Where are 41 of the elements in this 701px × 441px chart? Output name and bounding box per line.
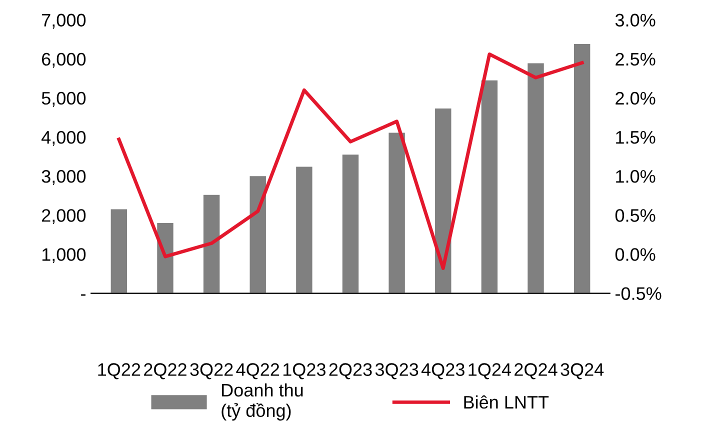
y-tick-label: 2,000 [42, 209, 86, 224]
y-tick-label: - [81, 294, 86, 296]
y2-tick-label: 2.0% [616, 92, 656, 105]
y-tick-label: 7,000 [42, 14, 86, 29]
bar [481, 80, 498, 294]
y-tick-label: 3,000 [42, 170, 86, 185]
bar [388, 132, 405, 294]
x-tick-label: 1Q24 [468, 363, 512, 380]
legend-label: Biên LNTT [464, 395, 549, 409]
bar [157, 222, 174, 294]
y-tick-label: 4,000 [42, 130, 86, 146]
y2-tick-label: -0.5% [616, 287, 662, 300]
y2-tick-label: 0.0% [615, 248, 656, 261]
y-tick-label: 1,000 [42, 248, 86, 264]
x-tick-label: 3Q24 [560, 363, 604, 380]
bar [574, 44, 590, 294]
y2-tick-label: 1.5% [616, 131, 656, 144]
bar [296, 166, 312, 294]
bar [110, 209, 128, 294]
x-tick-label: 4Q22 [236, 363, 280, 380]
y2-tick-label: 0.5% [615, 209, 656, 222]
bar [435, 108, 452, 294]
line-series [117, 52, 584, 270]
bar [250, 176, 266, 294]
y2-tick-label: 3.0% [615, 14, 656, 27]
x-tick-label: 4Q23 [421, 363, 464, 380]
x-tick-label: 1Q22 [98, 363, 140, 380]
x-tick-label: 3Q22 [190, 363, 233, 380]
y-tick-label: 5,000 [42, 92, 86, 107]
y-tick-label: 6,000 [42, 52, 86, 68]
legend-label: Doanh thu (tỷ đồng) [222, 383, 303, 421]
bar [528, 63, 544, 294]
x-tick-label: 2Q22 [144, 363, 186, 380]
bar [203, 194, 220, 294]
y2-tick-label: 1.0% [616, 170, 656, 183]
bar [342, 154, 359, 294]
x-tick-label: 2Q24 [514, 363, 558, 380]
y2-tick-label: 2.5% [616, 52, 656, 66]
x-tick-label: 2Q23 [329, 363, 372, 380]
x-tick-label: 1Q23 [283, 363, 326, 380]
x-tick-label: 3Q23 [375, 363, 418, 380]
